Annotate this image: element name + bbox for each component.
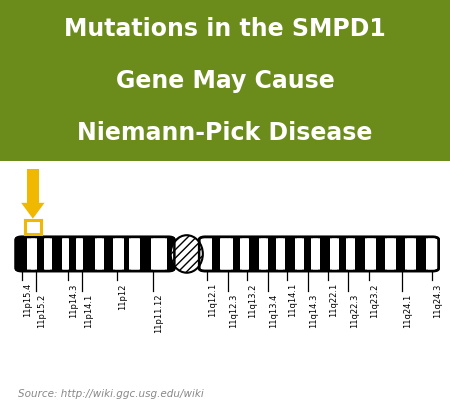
Bar: [131, 239, 139, 270]
Bar: [77, 239, 82, 270]
Bar: [249, 239, 259, 270]
Bar: [45, 239, 50, 270]
Bar: [140, 239, 151, 270]
FancyBboxPatch shape: [199, 237, 439, 271]
Bar: [115, 239, 122, 270]
Text: 11p12: 11p12: [118, 283, 127, 309]
Text: 11q22.3: 11q22.3: [350, 293, 359, 327]
Bar: [285, 239, 295, 270]
FancyBboxPatch shape: [16, 237, 174, 271]
Text: 11p11.12: 11p11.12: [154, 293, 163, 332]
Bar: [339, 239, 346, 270]
Text: 11q13.4: 11q13.4: [269, 293, 278, 327]
Bar: [69, 239, 76, 270]
Bar: [416, 239, 426, 270]
Bar: [407, 239, 414, 270]
Bar: [63, 239, 68, 270]
Text: 11q14.1: 11q14.1: [288, 283, 297, 317]
Bar: [278, 239, 283, 270]
Bar: [97, 239, 102, 270]
Text: 11q12.3: 11q12.3: [229, 293, 238, 327]
Bar: [387, 239, 394, 270]
Bar: [153, 239, 165, 270]
Bar: [242, 239, 248, 270]
Bar: [313, 239, 318, 270]
Bar: [212, 239, 220, 270]
Text: 11q24.3: 11q24.3: [433, 283, 442, 317]
Text: 11q14.3: 11q14.3: [309, 293, 318, 327]
Bar: [124, 239, 129, 270]
Bar: [320, 239, 330, 270]
Text: 11p15.2: 11p15.2: [37, 293, 46, 327]
Bar: [27, 169, 39, 203]
Text: Niemann-Pick Disease: Niemann-Pick Disease: [77, 121, 373, 145]
Bar: [221, 239, 231, 270]
Bar: [52, 239, 62, 270]
Text: Mutations in the SMPD1: Mutations in the SMPD1: [64, 17, 386, 41]
Bar: [83, 239, 95, 270]
Bar: [332, 239, 337, 270]
Text: 11q13.2: 11q13.2: [248, 283, 257, 317]
Bar: [31, 239, 35, 270]
Polygon shape: [21, 203, 45, 219]
Bar: [104, 239, 113, 270]
Text: 11p15.4: 11p15.4: [23, 283, 32, 317]
Text: 11q24.1: 11q24.1: [403, 293, 412, 327]
Text: 11p14.1: 11p14.1: [84, 293, 93, 327]
Ellipse shape: [171, 236, 203, 273]
Bar: [178, 239, 186, 270]
Bar: [396, 239, 405, 270]
Bar: [297, 239, 302, 270]
Bar: [376, 239, 385, 270]
Bar: [348, 239, 353, 270]
Bar: [268, 239, 276, 270]
Bar: [37, 239, 44, 270]
Text: 11q12.1: 11q12.1: [208, 283, 217, 317]
Text: Source: http://wiki.ggc.usg.edu/wiki: Source: http://wiki.ggc.usg.edu/wiki: [18, 388, 204, 398]
Bar: [261, 239, 266, 270]
Bar: [428, 239, 435, 270]
Bar: [367, 239, 374, 270]
Text: 11p14.3: 11p14.3: [69, 283, 78, 317]
Bar: [17, 239, 27, 270]
Bar: [166, 239, 176, 270]
Text: 11q22.1: 11q22.1: [329, 283, 338, 317]
Bar: [233, 239, 240, 270]
Text: Gene May Cause: Gene May Cause: [116, 69, 334, 93]
Bar: [355, 239, 365, 270]
Bar: [304, 239, 311, 270]
Text: 11q23.2: 11q23.2: [370, 283, 379, 317]
